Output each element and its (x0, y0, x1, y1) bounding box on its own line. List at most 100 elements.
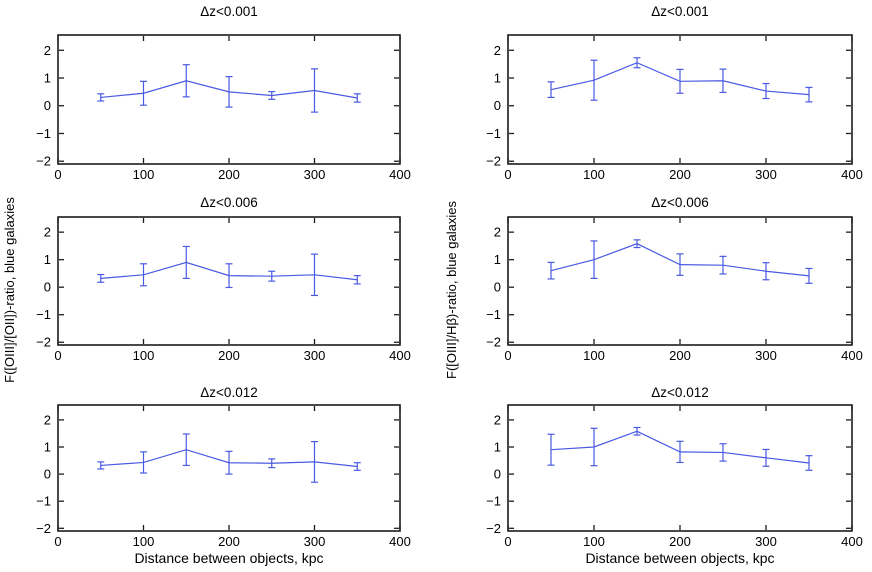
y-tick-label: −1 (36, 126, 51, 141)
data-line (550, 62, 810, 96)
plot-frame (57, 34, 401, 165)
axis-ticks: 0 100 200 300 400 −2 −1 0 1 2 (486, 406, 863, 549)
x-tick-label: 0 (504, 348, 511, 363)
y-tick-label: 1 (44, 71, 51, 86)
panel-svg: Δz<0.001 0 100 200 300 400 −2 −1 0 1 2 (486, 4, 863, 182)
panel-oiii-hb-dz0001: Δz<0.001 0 100 200 300 400 −2 −1 0 1 2 (436, 0, 872, 192)
x-tick-label: 100 (133, 534, 155, 549)
x-tick-label: 300 (304, 167, 326, 182)
axis-ticks: 0 100 200 300 400 −2 −1 0 1 2 (36, 406, 411, 549)
y-tick-label: 0 (494, 280, 501, 295)
x-tick-label: 200 (218, 534, 240, 549)
data-line (100, 261, 358, 281)
x-tick-label: 100 (583, 534, 605, 549)
panel-svg: Δz<0.012 0 100 200 300 400 −2 −1 0 1 2 (36, 385, 411, 549)
error-bars (547, 426, 813, 471)
x-tick-label: 400 (841, 167, 863, 182)
y-tick-label: 2 (44, 43, 51, 58)
error-bars (97, 433, 361, 483)
panel-oiii-oii-dz0012: Δz<0.012 0 100 200 300 400 −2 −1 0 1 2 (0, 380, 436, 572)
y-tick-label: −2 (486, 521, 501, 536)
x-tick-label: 200 (669, 348, 691, 363)
x-tick-label: 0 (504, 167, 511, 182)
panel-title: Δz<0.006 (651, 195, 708, 210)
panel-svg: Δz<0.006 0 100 200 300 400 −2 −1 0 1 2 (486, 195, 863, 363)
x-tick-label: 400 (389, 534, 411, 549)
x-tick-label: 300 (755, 348, 777, 363)
plot-frame (507, 216, 853, 346)
y-tick-label: 0 (44, 98, 51, 113)
panel-svg: Δz<0.012 0 100 200 300 400 −2 −1 0 1 2 (486, 385, 863, 549)
error-bars (547, 57, 813, 103)
x-tick-label: 100 (583, 167, 605, 182)
panel-svg: Δz<0.001 0 100 200 300 400 −2 −1 0 1 2 (36, 4, 411, 182)
x-tick-label: 400 (389, 167, 411, 182)
y-tick-label: 1 (494, 71, 501, 86)
x-tick-label: 200 (669, 167, 691, 182)
data-line (100, 80, 358, 99)
x-tick-label: 400 (841, 534, 863, 549)
y-tick-label: 1 (44, 440, 51, 455)
panel-oiii-hb-dz0012: Δz<0.012 0 100 200 300 400 −2 −1 0 1 2 (436, 380, 872, 572)
y-tick-label: −1 (486, 494, 501, 509)
y-tick-label: 2 (494, 225, 501, 240)
x-tick-label: 0 (54, 534, 61, 549)
panel-title: Δz<0.012 (200, 385, 257, 400)
panel-oiii-oii-dz0001: Δz<0.001 0 100 200 300 400 −2 −1 0 1 2 (0, 0, 436, 192)
y-tick-label: 2 (44, 412, 51, 427)
axis-ticks: 0 100 200 300 400 −2 −1 0 1 2 (486, 218, 863, 363)
y-tick-label: 2 (44, 225, 51, 240)
y-tick-label: 1 (494, 440, 501, 455)
y-tick-label: −2 (486, 154, 501, 169)
error-bars (97, 64, 361, 113)
y-tick-label: −1 (36, 307, 51, 322)
x-tick-label: 200 (218, 348, 240, 363)
data-line (550, 243, 810, 277)
x-tick-label: 300 (755, 167, 777, 182)
y-tick-label: −2 (486, 335, 501, 350)
data-line (550, 430, 810, 464)
x-tick-label: 100 (133, 167, 155, 182)
x-tick-label: 200 (218, 167, 240, 182)
x-tick-label: 0 (54, 348, 61, 363)
x-axis-label-left: Distance between objects, kpc (134, 550, 324, 566)
plot-frame (507, 34, 853, 165)
panel-title: Δz<0.001 (651, 4, 708, 19)
y-tick-label: −2 (36, 154, 51, 169)
y-tick-label: −1 (486, 307, 501, 322)
panel-oiii-hb-dz0006: Δz<0.006 0 100 200 300 400 −2 −1 0 1 2 (436, 190, 872, 382)
y-tick-label: 1 (44, 252, 51, 267)
x-tick-label: 300 (304, 348, 326, 363)
y-tick-label: 2 (494, 412, 501, 427)
x-tick-label: 100 (583, 348, 605, 363)
y-tick-label: −2 (36, 335, 51, 350)
x-tick-label: 200 (669, 534, 691, 549)
error-bars (97, 245, 361, 297)
y-tick-label: 0 (44, 467, 51, 482)
y-tick-label: 2 (494, 43, 501, 58)
x-tick-label: 100 (133, 348, 155, 363)
x-tick-label: 300 (755, 534, 777, 549)
y-tick-label: 1 (494, 252, 501, 267)
y-tick-label: −1 (36, 494, 51, 509)
panel-title: Δz<0.001 (200, 4, 257, 19)
plot-frame (507, 404, 853, 532)
plot-frame (57, 216, 401, 346)
y-tick-label: −2 (36, 521, 51, 536)
axis-ticks: 0 100 200 300 400 −2 −1 0 1 2 (486, 36, 863, 182)
axis-ticks: 0 100 200 300 400 −2 −1 0 1 2 (36, 36, 411, 182)
y-tick-label: 0 (494, 98, 501, 113)
y-tick-label: 0 (494, 467, 501, 482)
x-tick-label: 400 (841, 348, 863, 363)
y-tick-label: 0 (44, 280, 51, 295)
axis-ticks: 0 100 200 300 400 −2 −1 0 1 2 (36, 218, 411, 363)
x-tick-label: 400 (389, 348, 411, 363)
panel-title: Δz<0.006 (200, 195, 257, 210)
panel-oiii-oii-dz0006: Δz<0.006 0 100 200 300 400 −2 −1 0 1 2 (0, 190, 436, 382)
x-tick-label: 300 (304, 534, 326, 549)
data-line (100, 449, 358, 468)
x-tick-label: 0 (504, 534, 511, 549)
panel-svg: Δz<0.006 0 100 200 300 400 −2 −1 0 1 2 (36, 195, 411, 363)
x-axis-label-right: Distance between objects, kpc (585, 550, 775, 566)
